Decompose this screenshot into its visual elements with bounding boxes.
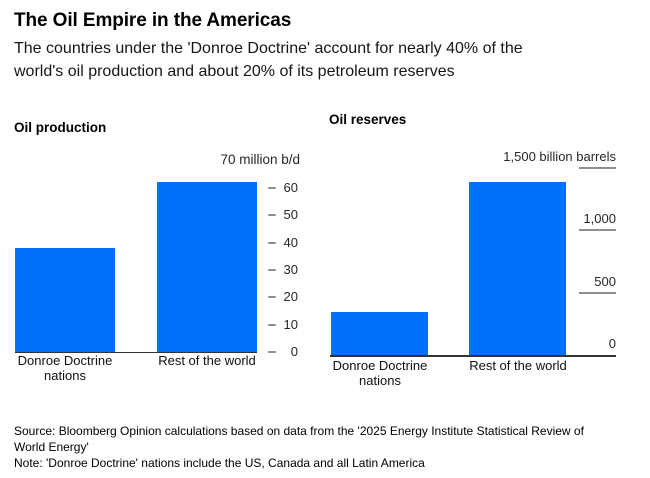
y-tick-label-10: 10: [283, 316, 298, 332]
y-tick-label-30: 30: [283, 261, 298, 277]
bar-donroe-doctrine-nations: [15, 247, 115, 352]
y-tick-mark-20: [268, 296, 276, 299]
y-tick-label-60: 60: [283, 179, 298, 195]
y-tick-label-50: 50: [283, 207, 298, 223]
y-tick-label-40: 40: [283, 234, 298, 250]
bar-donroe-doctrine-nations: [331, 311, 428, 356]
y-tick-mark-60: [268, 186, 276, 189]
x-axis-line: [15, 351, 257, 353]
y-tick-mark-0: [268, 351, 276, 353]
x-label-donroe-doctrine-nations: Donroe Doctrine nations: [17, 353, 113, 383]
subtitle-line-1: The countries under the 'Donroe Doctrine…: [14, 40, 523, 57]
y-tick-mark-30: [268, 268, 276, 271]
oil-reserves-chart-title: Oil reserves: [329, 112, 407, 127]
y-tick-label-20: 20: [283, 289, 298, 305]
y-tick-line-1500: [579, 166, 616, 169]
y-tick-mark-50: [268, 214, 276, 217]
y-tick-label-1500: 1,500 billion barrels: [503, 148, 616, 164]
page-title: The Oil Empire in the Americas: [14, 10, 292, 31]
bar-rest-of-the-world: [469, 182, 566, 356]
subtitle-line-2: world's oil production and about 20% of …: [14, 62, 455, 80]
y-tick-label-500: 500: [594, 273, 616, 289]
bar-rest-of-the-world: [157, 182, 257, 352]
y-tick-line-500: [579, 291, 616, 294]
y-tick-label-0: 0: [290, 344, 298, 359]
footnotes: Source: Bloomberg Opinion calculations b…: [14, 423, 584, 471]
x-label-rest-of-the-world: Rest of the world: [158, 353, 256, 368]
y-tick-label-0: 0: [608, 336, 616, 351]
note-line: Note: 'Donroe Doctrine' nations include …: [14, 456, 425, 470]
x-label-rest-of-the-world: Rest of the world: [469, 358, 567, 373]
x-axis-line: [330, 354, 616, 357]
y-tick-line-1000: [579, 229, 616, 231]
oil-production-chart-title: Oil production: [14, 120, 107, 135]
source-line-2: World Energy': [14, 440, 89, 454]
y-tick-label-1000: 1,000: [583, 211, 616, 226]
y-tick-mark-10: [268, 323, 276, 326]
subtitle: The countries under the 'Donroe Doctrine…: [14, 38, 523, 83]
x-label-donroe-doctrine-nations: Donroe Doctrine nations: [332, 358, 428, 388]
source-line-1: Source: Bloomberg Opinion calculations b…: [14, 424, 584, 438]
y-tick-mark-40: [268, 241, 276, 244]
y-axis-unit-label: 70 million b/d: [220, 152, 300, 168]
